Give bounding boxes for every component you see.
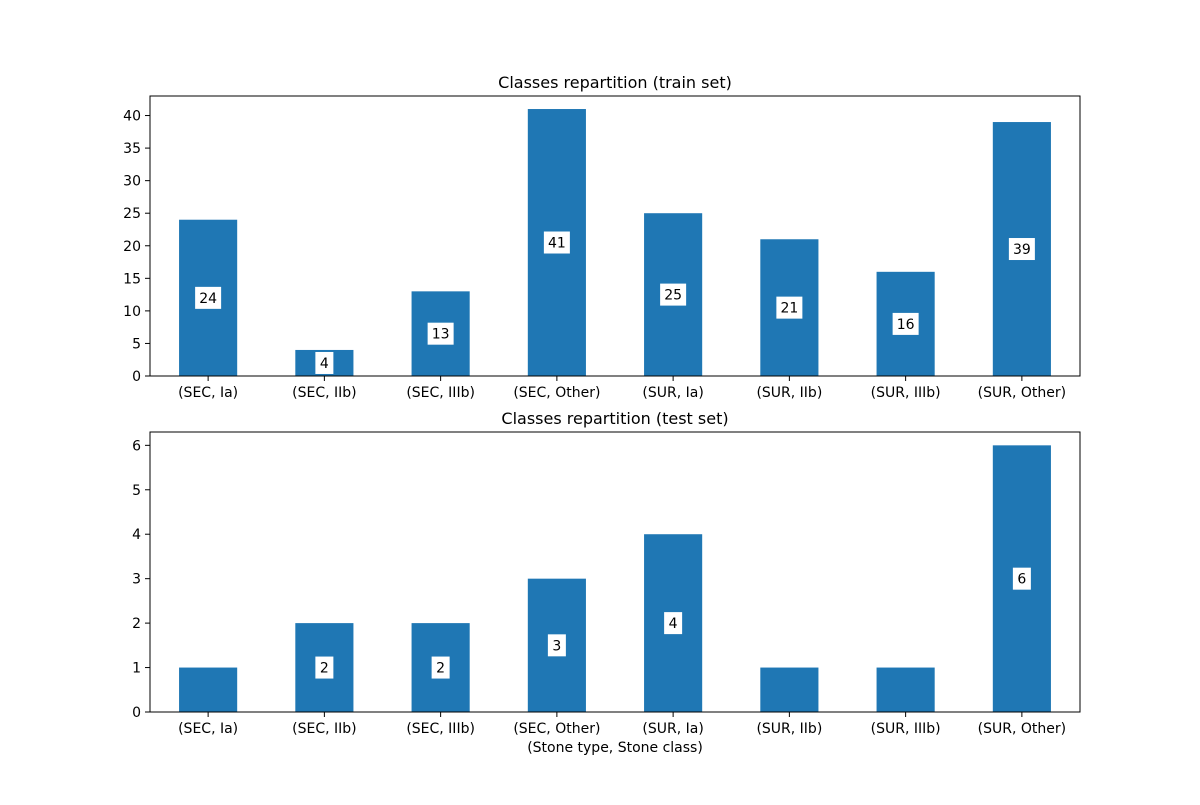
y-tick-label: 2: [132, 616, 141, 632]
chart-panel-2: Classes repartition (test set) 2 2 3 4 6 0 1 2 3 4…: [132, 409, 1081, 756]
y-tick-label: 6: [132, 438, 141, 454]
data-label-3: 13: [432, 327, 450, 343]
x-tick-label: (SUR, Other): [978, 721, 1066, 737]
bar-6: [760, 667, 819, 712]
data-label-box-4: [543, 231, 570, 254]
x-tick-label: (SEC, IIIb): [406, 385, 475, 401]
y-tick-label: 0: [132, 369, 141, 385]
data-label-2: 2: [320, 661, 329, 677]
data-label-box-3: [431, 656, 450, 679]
data-label-box-8: [1012, 567, 1031, 590]
data-label-box-8: [1008, 238, 1035, 261]
data-label-box-5: [664, 612, 683, 635]
data-label-8: 39: [1013, 242, 1031, 258]
y-tick-label: 10: [123, 304, 141, 320]
data-label-3: 2: [436, 661, 445, 677]
x-tick-label: (SEC, Other): [513, 385, 600, 401]
y-tick-label: 5: [132, 483, 141, 499]
chart-panel-1: Classes repartition (train set) 24 4 13 41 25…: [123, 73, 1081, 401]
data-label-8: 6: [1017, 572, 1026, 588]
x-tick-label: (SUR, IIIb): [871, 721, 941, 737]
y-tick-label: 4: [132, 527, 141, 543]
plot-frame: [149, 95, 1081, 377]
y-tick-label: 40: [123, 109, 141, 125]
x-tick-label: (SEC, Ia): [178, 385, 238, 401]
data-label-2: 4: [320, 356, 329, 372]
y-tick-label: 15: [123, 271, 141, 287]
x-tick-label: (SEC, Ia): [178, 721, 238, 737]
data-label-box-4: [547, 634, 566, 657]
bar-7: [876, 667, 935, 712]
y-tick-label: 25: [123, 206, 141, 222]
y-tick-label: 30: [123, 174, 141, 190]
bar-1: [179, 667, 238, 712]
plot-frame: [149, 431, 1081, 713]
data-label-4: 41: [548, 236, 566, 252]
x-tick-label: (SUR, Ia): [642, 721, 703, 737]
y-tick-label: 1: [132, 661, 141, 677]
y-tick-label: 35: [123, 141, 141, 157]
data-label-7: 16: [897, 317, 915, 333]
data-label-1: 24: [199, 291, 217, 307]
x-tick-label: (SUR, Other): [978, 385, 1066, 401]
x-tick-label: (SEC, IIb): [292, 721, 356, 737]
data-label-5: 25: [664, 288, 682, 304]
data-label-5: 4: [669, 616, 678, 632]
chart-title: Classes repartition (test set): [501, 409, 728, 428]
chart-title: Classes repartition (train set): [498, 73, 732, 92]
data-label-box-6: [776, 296, 803, 319]
data-label-box-7: [892, 312, 919, 335]
data-label-6: 21: [780, 301, 798, 317]
y-tick-label: 20: [123, 239, 141, 255]
data-label-box-5: [660, 283, 687, 306]
x-tick-label: (SUR, IIb): [756, 385, 822, 401]
data-label-box-2: [315, 656, 334, 679]
data-label-box-3: [427, 322, 454, 345]
x-tick-label: (SEC, Other): [513, 721, 600, 737]
data-label-box-1: [195, 286, 222, 309]
x-tick-label: (SEC, IIb): [292, 385, 356, 401]
y-tick-label: 3: [132, 572, 141, 588]
y-tick-label: 0: [132, 705, 141, 721]
data-label-4: 3: [552, 638, 561, 654]
data-label-box-2: [315, 351, 334, 374]
y-tick-label: 5: [132, 336, 141, 352]
x-tick-label: (SUR, IIb): [756, 721, 822, 737]
x-tick-label: (SUR, IIIb): [871, 385, 941, 401]
x-tick-label: (SUR, Ia): [642, 385, 703, 401]
x-axis-label: (Stone type, Stone class): [527, 740, 703, 756]
x-tick-label: (SEC, IIIb): [406, 721, 475, 737]
